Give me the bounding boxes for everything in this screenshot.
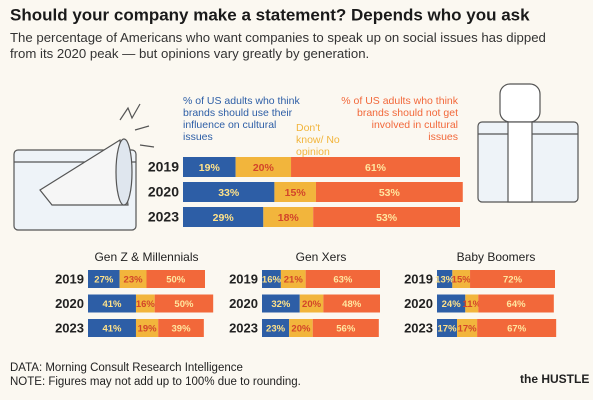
bar-segment bbox=[154, 294, 214, 313]
bar-segment bbox=[263, 207, 314, 227]
bar-segment bbox=[88, 270, 120, 288]
category-label: 2019 bbox=[229, 271, 258, 286]
megaphone-illustration bbox=[13, 103, 155, 231]
value-label: 17% bbox=[458, 324, 478, 335]
value-label: 32% bbox=[271, 299, 291, 310]
value-label: 41% bbox=[102, 324, 122, 335]
bar-segment bbox=[262, 270, 281, 288]
bar-segment bbox=[146, 270, 205, 288]
value-label: 19% bbox=[138, 324, 158, 335]
bar-segment bbox=[158, 319, 204, 337]
subchart-title: Gen Z & Millennials bbox=[94, 250, 198, 264]
value-label: 18% bbox=[278, 212, 300, 224]
bar-segment bbox=[299, 294, 324, 313]
bar-segment bbox=[305, 270, 380, 288]
bar-segment bbox=[135, 319, 159, 337]
legend-item: % of US adults who think brands should u… bbox=[183, 95, 300, 143]
value-label: 33% bbox=[218, 187, 240, 199]
value-label: 17% bbox=[438, 324, 458, 335]
bar-segment bbox=[280, 270, 306, 288]
value-label: 20% bbox=[291, 324, 311, 335]
value-label: 29% bbox=[213, 212, 235, 224]
value-label: 53% bbox=[379, 187, 401, 199]
value-label: 23% bbox=[124, 275, 144, 286]
category-label: 2019 bbox=[148, 159, 179, 175]
value-label: 16% bbox=[262, 275, 282, 286]
value-label: 50% bbox=[166, 275, 186, 286]
bar-segment bbox=[183, 207, 264, 227]
value-label: 41% bbox=[102, 299, 122, 310]
value-label: 24% bbox=[442, 299, 462, 310]
value-label: 19% bbox=[199, 162, 221, 174]
bar-segment bbox=[315, 182, 463, 202]
title: Should your company make a statement? De… bbox=[10, 5, 530, 24]
category-label: 2019 bbox=[404, 271, 433, 286]
value-label: 23% bbox=[266, 324, 286, 335]
value-label: 64% bbox=[507, 299, 527, 310]
bar-segment bbox=[437, 294, 466, 313]
bar-segment bbox=[88, 319, 136, 337]
category-label: 2020 bbox=[404, 296, 433, 311]
category-label: 2023 bbox=[55, 320, 84, 335]
category-label: 2023 bbox=[148, 209, 179, 225]
bar-segment bbox=[470, 270, 555, 288]
bar-segment bbox=[313, 207, 460, 227]
bar-segment bbox=[183, 182, 275, 202]
bar-segment bbox=[452, 270, 471, 288]
value-label: 16% bbox=[136, 299, 156, 310]
value-label: 53% bbox=[376, 212, 398, 224]
bar-segment bbox=[262, 319, 290, 337]
bar-segment bbox=[465, 294, 479, 313]
bar-segment bbox=[119, 270, 147, 288]
legend-item: Don't know/ No opinion bbox=[296, 122, 340, 158]
value-label: 20% bbox=[302, 299, 322, 310]
value-label: 50% bbox=[174, 299, 194, 310]
subchart-title: Gen Xers bbox=[296, 250, 347, 264]
value-label: 61% bbox=[365, 162, 387, 174]
value-label: 15% bbox=[285, 187, 307, 199]
value-label: 39% bbox=[172, 324, 192, 335]
category-label: 2020 bbox=[229, 296, 258, 311]
value-label: 13% bbox=[435, 275, 455, 286]
legend-item: % of US adults who think brands should n… bbox=[341, 95, 458, 143]
value-label: 27% bbox=[94, 275, 114, 286]
subtitle: The percentage of Americans who want com… bbox=[10, 30, 546, 61]
category-label: 2023 bbox=[229, 320, 258, 335]
category-label: 2019 bbox=[55, 271, 84, 286]
bar-segment bbox=[437, 270, 453, 288]
bar-segment bbox=[437, 319, 458, 337]
value-label: 72% bbox=[503, 275, 523, 286]
logo: the HUSTLE bbox=[520, 372, 590, 386]
subchart-title: Baby Boomers bbox=[457, 250, 536, 264]
category-label: 2020 bbox=[148, 184, 179, 200]
value-label: 56% bbox=[336, 324, 356, 335]
note: NOTE: Figures may not add up to 100% due… bbox=[10, 376, 301, 388]
bar-segment bbox=[477, 319, 557, 337]
bar-segment bbox=[291, 157, 460, 177]
value-label: 15% bbox=[452, 275, 472, 286]
bar-segment bbox=[274, 182, 316, 202]
fist-illustration bbox=[477, 83, 579, 203]
bar-segment bbox=[312, 319, 379, 337]
bar-segment bbox=[183, 157, 236, 177]
category-label: 2020 bbox=[55, 296, 84, 311]
value-label: 21% bbox=[284, 275, 304, 286]
value-label: 67% bbox=[507, 324, 527, 335]
bar-segment bbox=[135, 294, 155, 313]
bar-segment bbox=[478, 294, 554, 313]
value-label: 11% bbox=[463, 299, 482, 310]
value-label: 63% bbox=[333, 275, 353, 286]
source: DATA: Morning Consult Research Intellige… bbox=[10, 362, 243, 374]
bar-segment bbox=[88, 294, 136, 313]
bar-segment bbox=[457, 319, 478, 337]
bar-segment bbox=[262, 294, 300, 313]
bar-segment bbox=[289, 319, 313, 337]
category-label: 2023 bbox=[404, 320, 433, 335]
value-label: 48% bbox=[342, 299, 362, 310]
value-label: 20% bbox=[253, 162, 275, 174]
bar-segment bbox=[235, 157, 292, 177]
bar-segment bbox=[323, 294, 380, 313]
